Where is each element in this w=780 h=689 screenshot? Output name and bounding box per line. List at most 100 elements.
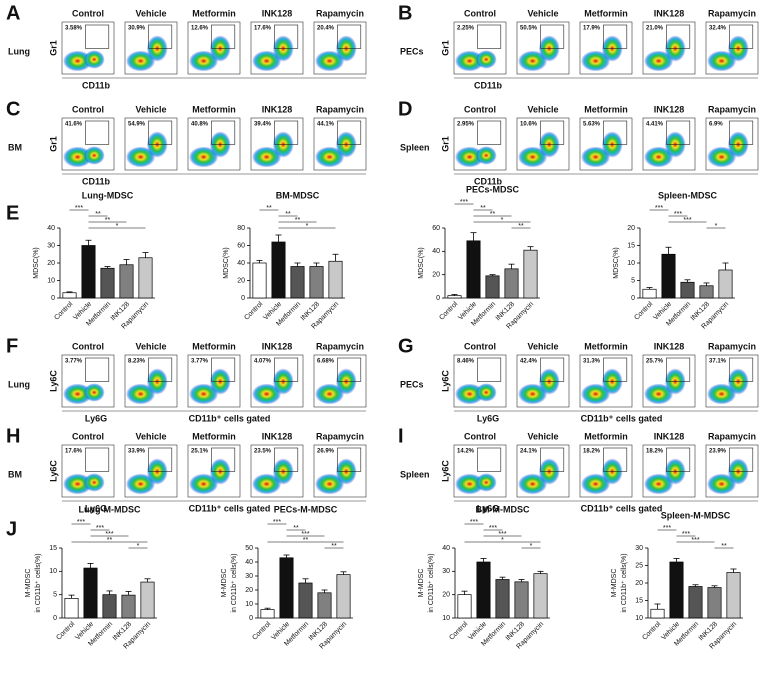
bar bbox=[726, 572, 741, 619]
y-tick-label: 10 bbox=[627, 260, 635, 267]
y-tick-label: 30 bbox=[245, 573, 253, 580]
bar bbox=[533, 573, 548, 619]
group-label: Vehicle bbox=[135, 341, 166, 351]
gate-note: CD11b⁺ cells gated bbox=[581, 503, 663, 513]
y-axis-label: MDSC(%) bbox=[33, 247, 40, 279]
group-label: INK128 bbox=[654, 104, 685, 114]
cell-density bbox=[315, 473, 345, 495]
gate bbox=[666, 24, 691, 49]
cell-density bbox=[126, 383, 156, 405]
significance-label: * bbox=[530, 543, 533, 550]
cell-density bbox=[707, 146, 737, 168]
gate bbox=[211, 447, 236, 472]
group-label: INK128 bbox=[654, 431, 685, 441]
group-label: INK128 bbox=[654, 8, 685, 18]
cell-density bbox=[315, 383, 345, 405]
x-tick-label: Control bbox=[243, 300, 264, 321]
gate bbox=[85, 120, 110, 145]
bar bbox=[317, 592, 332, 619]
significance-label: ** bbox=[331, 543, 337, 550]
significance-label: *** bbox=[489, 525, 497, 532]
y-tick-label: 40 bbox=[432, 248, 440, 255]
gate-percentage: 25.1% bbox=[191, 449, 209, 455]
y-axis-label: M-MDSC bbox=[25, 569, 32, 598]
group-label: Metformin bbox=[192, 431, 236, 441]
significance-label: *** bbox=[77, 519, 85, 526]
y-tick-label: 60 bbox=[237, 242, 245, 249]
gate bbox=[477, 24, 502, 49]
cell-density bbox=[475, 146, 497, 165]
y-axis-label: M-MDSC bbox=[418, 569, 425, 598]
significance-label: *** bbox=[273, 519, 281, 526]
gate-percentage: 41.6% bbox=[65, 122, 83, 128]
gate-percentage: 8.46% bbox=[457, 359, 475, 365]
significance-label: ** bbox=[518, 223, 524, 230]
gate bbox=[603, 120, 628, 145]
panel-letter: J bbox=[6, 518, 17, 540]
significance-label: ** bbox=[285, 211, 291, 218]
cell-density bbox=[644, 146, 674, 168]
bar bbox=[271, 241, 286, 299]
significance-label: *** bbox=[691, 537, 699, 544]
group-label: Metformin bbox=[584, 104, 628, 114]
significance-label: * bbox=[306, 223, 309, 230]
panel-letter: F bbox=[6, 335, 18, 357]
bar bbox=[62, 292, 77, 299]
bar bbox=[504, 268, 519, 299]
gate bbox=[729, 357, 754, 382]
gate bbox=[211, 120, 236, 145]
tissue-label: Spleen bbox=[400, 142, 430, 152]
y-tick-label: 20 bbox=[442, 592, 450, 599]
y-tick-label: 0 bbox=[241, 295, 245, 302]
y-tick-label: 30 bbox=[442, 568, 450, 575]
group-label: Vehicle bbox=[135, 8, 166, 18]
group-label: Metformin bbox=[584, 431, 628, 441]
significance-label: *** bbox=[105, 531, 113, 538]
y-tick-label: 40 bbox=[47, 225, 55, 232]
bar bbox=[119, 264, 134, 299]
group-label: Vehicle bbox=[135, 431, 166, 441]
bar bbox=[466, 240, 481, 299]
tissue-label: BM bbox=[8, 142, 22, 152]
chart-title: Spleen-M-MDSC bbox=[661, 510, 731, 520]
gate-percentage: 14.2% bbox=[457, 449, 475, 455]
significance-label: *** bbox=[674, 211, 682, 218]
gate-percentage: 33.9% bbox=[128, 449, 146, 455]
y-tick-label: 10 bbox=[49, 568, 57, 575]
bar bbox=[290, 266, 305, 299]
gate-percentage: 50.5% bbox=[520, 26, 538, 32]
cell-density bbox=[315, 146, 345, 168]
group-label: Control bbox=[464, 8, 496, 18]
tissue-label: PECs bbox=[400, 46, 424, 56]
significance-label: *** bbox=[301, 531, 309, 538]
gate-percentage: 6.68% bbox=[317, 359, 335, 365]
bar bbox=[495, 579, 510, 619]
y-axis-label: Gr1 bbox=[440, 136, 450, 152]
tissue-label: Lung bbox=[8, 379, 30, 389]
x-axis-label: CD11b bbox=[82, 80, 111, 90]
significance-label: ** bbox=[107, 537, 113, 544]
significance-label: * bbox=[116, 223, 119, 230]
gate bbox=[274, 357, 299, 382]
y-axis-label: in CD11b⁺ cells(%) bbox=[428, 553, 435, 612]
cell-density bbox=[189, 50, 219, 72]
bar bbox=[83, 567, 98, 619]
group-label: Control bbox=[464, 104, 496, 114]
chart-title: PECs-M-MDSC bbox=[274, 504, 338, 514]
group-label: Rapamycin bbox=[708, 104, 756, 114]
y-tick-label: 0 bbox=[436, 295, 440, 302]
cell-density bbox=[189, 473, 219, 495]
group-label: Control bbox=[464, 431, 496, 441]
tissue-label: PECs bbox=[400, 379, 424, 389]
gate bbox=[729, 120, 754, 145]
cell-density bbox=[126, 50, 156, 72]
bar bbox=[138, 257, 153, 299]
group-label: Vehicle bbox=[527, 104, 558, 114]
y-axis-label: Ly6C bbox=[48, 460, 58, 482]
gate bbox=[337, 447, 362, 472]
y-tick-label: 20 bbox=[635, 580, 643, 587]
x-axis-label: CD11b bbox=[82, 176, 111, 186]
bar bbox=[707, 587, 722, 619]
bar bbox=[699, 285, 714, 299]
bar bbox=[485, 275, 500, 299]
